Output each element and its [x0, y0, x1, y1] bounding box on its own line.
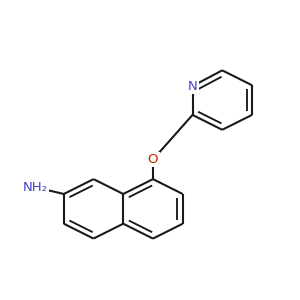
- Text: N: N: [188, 80, 197, 93]
- Text: NH₂: NH₂: [22, 181, 47, 194]
- Text: O: O: [148, 153, 158, 166]
